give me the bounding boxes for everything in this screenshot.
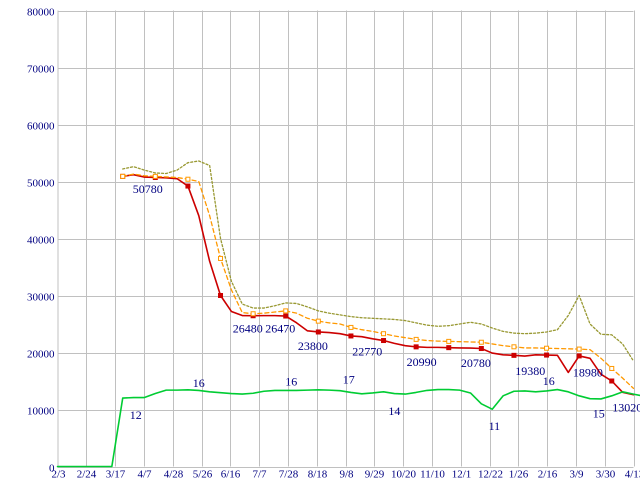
y-axis-tick-label: 70000: [27, 64, 55, 76]
data-point-marker: [544, 345, 550, 351]
y-axis-tick-label: 0: [49, 463, 55, 475]
x-axis-tick-label: 7/28: [279, 469, 299, 480]
data-point-label: 18980: [573, 365, 603, 379]
data-point-label: 11: [489, 419, 501, 433]
data-point-marker: [478, 346, 484, 352]
data-point-label: 20990: [407, 355, 437, 369]
data-point-marker: [478, 339, 484, 345]
x-axis-tick-label: 1/26: [509, 469, 529, 480]
x-axis-tick-label: 10/20: [391, 469, 417, 480]
data-point-label: 23800: [298, 339, 328, 353]
x-axis-tick-label: 3/9: [569, 469, 584, 480]
data-point-label: 16: [285, 374, 297, 388]
data-point-label: 17: [343, 373, 355, 387]
data-point-marker: [120, 173, 126, 179]
data-point-label: 13020: [612, 400, 640, 414]
data-point-marker: [218, 293, 224, 298]
data-point-marker: [576, 346, 582, 352]
data-point-marker: [283, 308, 289, 314]
data-point-label: 50780: [133, 182, 163, 196]
data-point-marker: [381, 338, 387, 344]
data-point-marker: [544, 352, 550, 358]
x-axis-tick-label: 4/28: [164, 469, 184, 480]
data-point-marker: [609, 365, 615, 371]
data-point-label: 26470: [265, 322, 295, 336]
data-point-marker: [152, 173, 158, 179]
data-point-label: 16: [193, 376, 205, 390]
y-axis-tick-label: 80000: [27, 7, 55, 19]
y-axis-tick-label: 50000: [27, 178, 55, 190]
data-point-label: 16: [543, 374, 555, 388]
data-point-marker: [609, 378, 615, 384]
x-axis-tick-label: 4/7: [137, 469, 152, 480]
data-point-marker: [413, 344, 419, 350]
data-point-label: 22770: [352, 345, 382, 359]
x-axis-tick-label: 12/1: [452, 469, 472, 480]
y-axis-tick-label: 60000: [27, 121, 55, 133]
series-line-upper-band: [122, 160, 635, 362]
data-point-marker: [446, 345, 452, 351]
x-axis-tick-label: 12/22: [478, 469, 503, 480]
data-point-marker: [511, 352, 517, 358]
x-axis-tick-label: 2/3: [51, 469, 66, 480]
data-point-marker: [315, 329, 321, 335]
x-axis-tick-label: 8/18: [308, 469, 328, 480]
data-point-marker: [576, 353, 582, 359]
data-point-label: 20780: [461, 356, 491, 370]
data-point-label: 26480: [233, 322, 263, 336]
data-point-marker: [511, 344, 517, 350]
x-axis-tick-label: 6/16: [221, 469, 241, 480]
data-point-label: 14: [388, 404, 400, 418]
data-point-marker: [283, 313, 289, 319]
data-point-marker: [348, 333, 354, 339]
data-point-marker: [185, 176, 191, 182]
data-point-marker: [185, 183, 191, 189]
data-point-marker: [446, 338, 452, 344]
x-axis-tick-label: 4/13: [625, 469, 640, 480]
x-axis-tick-label: 2/24: [77, 469, 97, 480]
data-point-marker: [381, 331, 387, 337]
y-axis-tick-label: 10000: [27, 406, 55, 418]
data-point-label: 19380: [515, 364, 545, 378]
data-point-marker: [218, 255, 224, 261]
x-axis-tick-label: 3/30: [596, 469, 616, 480]
x-axis-tick-label: 2/16: [538, 469, 558, 480]
x-axis-tick-label: 5/26: [193, 469, 213, 480]
data-point-marker: [413, 336, 419, 342]
y-axis-tick-label: 40000: [27, 235, 55, 247]
x-axis-tick-label: 9/8: [339, 469, 354, 480]
y-axis-tick-label: 30000: [27, 292, 55, 304]
x-axis-tick-label: 7/7: [252, 469, 267, 480]
series-lines: [56, 160, 640, 468]
x-axis-tick-labels: 2/3 2/24 3/17 4/7 4/28 5/26 6/16 7/7 7/28 8/18 9/8…: [51, 469, 640, 480]
data-point-label: 12: [130, 408, 142, 422]
series-line-volume-count: [56, 388, 640, 468]
y-axis-tick-label: 20000: [27, 349, 55, 361]
y-axis-tick-labels: 0 10000 20000 30000 40000 50000 60000 70000 8000…: [27, 7, 55, 475]
grid-lines: [57, 10, 635, 468]
data-point-label: 15: [593, 407, 605, 421]
x-axis-tick-label: 11/10: [420, 469, 445, 480]
data-point-marker: [348, 324, 354, 330]
x-axis-tick-label: 9/29: [365, 469, 385, 480]
data-point-marker: [315, 318, 321, 324]
data-point-marker: [250, 311, 256, 317]
x-axis-tick-label: 3/17: [106, 469, 126, 480]
